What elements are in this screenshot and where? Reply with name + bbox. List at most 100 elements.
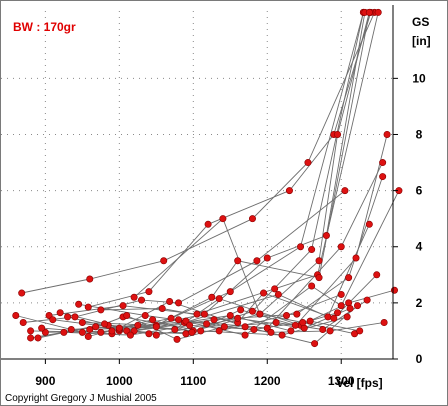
- data-point: [343, 313, 351, 321]
- data-point: [282, 311, 290, 319]
- data-point: [352, 254, 360, 262]
- y-tick-label: 6: [416, 184, 423, 198]
- data-point: [365, 220, 373, 228]
- data-point: [27, 327, 35, 335]
- data-point: [97, 328, 105, 336]
- data-point: [97, 306, 105, 314]
- data-point: [379, 159, 387, 167]
- data-point: [101, 320, 109, 328]
- data-point: [60, 328, 68, 336]
- data-points: [12, 8, 403, 348]
- data-point: [272, 319, 280, 327]
- data-point: [341, 187, 349, 195]
- data-point: [203, 320, 211, 328]
- data-point: [356, 327, 364, 335]
- y-tick-label: 0: [416, 352, 423, 366]
- data-point: [334, 130, 342, 138]
- data-point: [297, 243, 305, 251]
- data-point: [267, 328, 275, 336]
- data-point: [315, 257, 323, 265]
- data-point: [322, 232, 330, 240]
- data-point: [379, 173, 387, 181]
- data-point: [306, 317, 314, 325]
- x-tick-label: 1200: [254, 374, 281, 388]
- series-lines: [15, 12, 400, 345]
- data-point: [166, 297, 174, 305]
- data-point: [64, 313, 72, 321]
- series-line-15: [100, 274, 378, 323]
- series-line-6: [45, 12, 364, 335]
- data-point: [285, 187, 293, 195]
- data-point: [108, 327, 116, 335]
- grid: [1, 11, 393, 359]
- data-point: [12, 311, 20, 319]
- data-point: [274, 290, 282, 298]
- data-point: [71, 313, 79, 321]
- data-point: [130, 293, 138, 301]
- data-point: [86, 275, 94, 283]
- data-point: [18, 289, 26, 297]
- data-point: [119, 302, 127, 310]
- data-point: [219, 215, 227, 223]
- data-point: [208, 293, 216, 301]
- data-point: [158, 304, 166, 312]
- copyright-text: Copyright Gregory J Mushial 2005: [5, 393, 157, 404]
- data-point: [319, 326, 327, 334]
- data-point: [278, 331, 286, 339]
- data-point: [167, 314, 175, 322]
- data-point: [311, 340, 319, 348]
- data-point: [234, 257, 242, 265]
- data-point: [234, 314, 242, 322]
- data-point: [78, 319, 86, 327]
- data-point: [345, 274, 353, 282]
- data-point: [226, 311, 234, 319]
- data-point: [92, 323, 100, 331]
- data-point: [363, 296, 371, 304]
- data-point: [152, 331, 160, 339]
- data-point: [123, 311, 131, 319]
- data-point: [173, 335, 181, 343]
- data-point: [152, 323, 160, 331]
- data-point: [86, 326, 94, 334]
- x-axis-title: Vel [fps]: [336, 376, 383, 390]
- y-axis-title-line2: [in]: [412, 34, 431, 48]
- data-point: [56, 309, 64, 317]
- data-point: [210, 316, 218, 324]
- data-point: [134, 321, 142, 329]
- data-point: [204, 220, 212, 228]
- axes: 900 1000 1100 1200 1300 0 2 4 6 8 10: [1, 5, 426, 388]
- data-point: [19, 319, 27, 327]
- data-point: [186, 321, 194, 329]
- data-point: [175, 316, 183, 324]
- data-point: [78, 328, 86, 336]
- data-point: [250, 326, 258, 334]
- series-line-1: [21, 12, 375, 294]
- data-point: [346, 304, 354, 312]
- data-point: [337, 243, 345, 251]
- data-point: [220, 323, 228, 331]
- data-point: [308, 246, 316, 254]
- data-point: [374, 8, 382, 16]
- series-line-24: [126, 299, 368, 340]
- data-point: [291, 321, 299, 329]
- data-point: [145, 330, 153, 338]
- data-point: [145, 288, 153, 296]
- data-point: [353, 302, 361, 310]
- data-point: [330, 314, 338, 322]
- data-point: [293, 310, 301, 318]
- data-point: [141, 311, 149, 319]
- data-point: [197, 327, 205, 335]
- y-tick-label: 2: [416, 296, 423, 310]
- data-point: [304, 159, 312, 167]
- data-point: [337, 302, 345, 310]
- series-line-3: [133, 12, 370, 315]
- data-point: [182, 330, 190, 338]
- x-tick-label: 1300: [328, 374, 355, 388]
- data-point: [126, 331, 134, 339]
- data-point: [160, 257, 168, 265]
- data-point: [241, 331, 249, 339]
- data-point: [149, 316, 157, 324]
- data-point: [193, 310, 201, 318]
